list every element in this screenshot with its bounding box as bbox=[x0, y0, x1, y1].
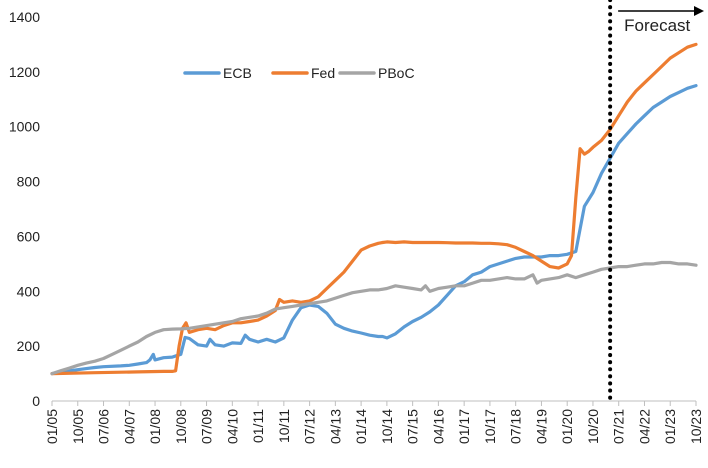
y-tick-label: 800 bbox=[17, 174, 41, 190]
y-tick-label: 0 bbox=[32, 393, 40, 409]
x-tick-label: 10/14 bbox=[379, 409, 395, 444]
series-line-fed bbox=[50, 42, 698, 376]
x-tick-label: 10/11 bbox=[276, 409, 292, 443]
x-tick-label: 10/23 bbox=[688, 409, 704, 444]
x-tick-label: 04/10 bbox=[224, 409, 240, 444]
x-tick-label: 07/18 bbox=[508, 409, 524, 444]
forecast-marker: Forecast bbox=[608, 0, 704, 403]
x-tick-label: 01/08 bbox=[147, 409, 163, 444]
x-tick-label: 01/17 bbox=[456, 409, 472, 444]
x-tick-label: 01/23 bbox=[662, 409, 678, 444]
legend-label-pboc: PBoC bbox=[378, 65, 415, 81]
x-tick-label: 04/19 bbox=[533, 409, 549, 444]
x-tick-label: 01/14 bbox=[353, 409, 369, 444]
x-tick-label: 07/15 bbox=[405, 409, 421, 444]
legend-label-ecb: ECB bbox=[223, 65, 252, 81]
x-tick-label: 07/09 bbox=[199, 409, 215, 444]
x-tick-label: 07/12 bbox=[302, 409, 318, 444]
y-tick-label: 400 bbox=[17, 283, 41, 299]
forecast-label: Forecast bbox=[624, 16, 690, 35]
x-tick-label: 10/08 bbox=[173, 409, 189, 444]
legend: ECB Fed PBoC bbox=[183, 65, 415, 81]
x-tick-label: 01/20 bbox=[559, 409, 575, 444]
y-tick-label: 600 bbox=[17, 228, 41, 244]
y-tick-label: 1400 bbox=[9, 9, 40, 25]
series-line-ecb bbox=[50, 83, 698, 376]
x-tick-label: 10/20 bbox=[585, 409, 601, 444]
series-line-pboc bbox=[50, 260, 698, 376]
forecast-arrow-head bbox=[694, 6, 704, 16]
y-tick-label: 200 bbox=[17, 338, 41, 354]
y-tick-label: 1200 bbox=[9, 64, 40, 80]
series-lines bbox=[50, 42, 698, 376]
x-tick-label: 04/13 bbox=[327, 409, 343, 444]
x-tick-label: 01/11 bbox=[250, 409, 266, 443]
y-tick-label: 1000 bbox=[9, 119, 40, 135]
x-tick-label: 07/06 bbox=[96, 409, 112, 444]
x-tick-label: 07/21 bbox=[611, 409, 627, 444]
x-tick-label: 10/17 bbox=[482, 409, 498, 444]
x-tick-label: 01/05 bbox=[44, 409, 60, 444]
legend-label-fed: Fed bbox=[311, 65, 335, 81]
x-tick-label: 04/22 bbox=[636, 409, 652, 444]
x-tick-label: 04/16 bbox=[430, 409, 446, 444]
x-tick-label: 04/07 bbox=[121, 409, 137, 444]
x-tick-label: 10/05 bbox=[70, 409, 86, 444]
axes: 0 200 400 600 800 1000 1200 1400 01/05 10/05 07/06… bbox=[9, 9, 704, 444]
